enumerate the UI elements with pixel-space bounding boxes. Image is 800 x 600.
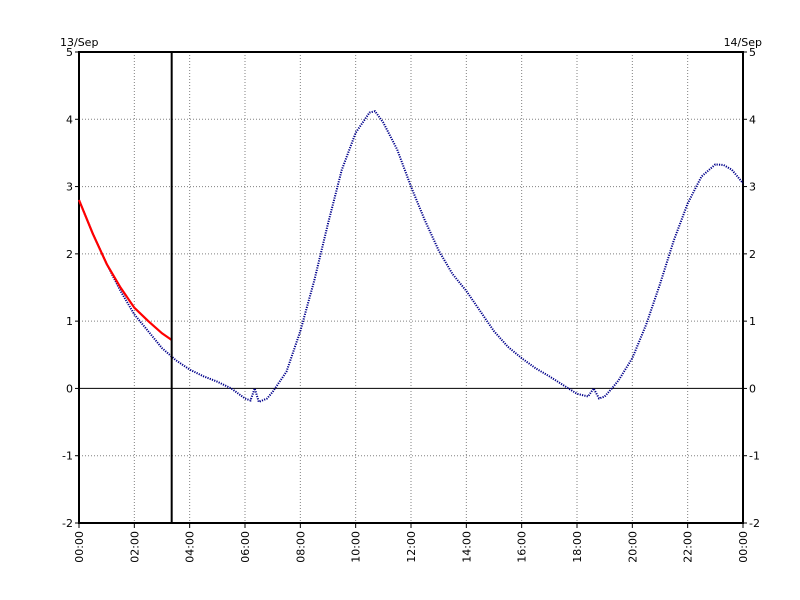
y-tick-label-right: -1: [749, 450, 760, 463]
x-tick-label: 18:00: [571, 531, 584, 563]
x-tick-label: 02:00: [128, 531, 141, 563]
y-tick-label-left: 3: [66, 181, 73, 194]
y-tick-label-left: 5: [66, 46, 73, 59]
tide-prediction-line: [78, 110, 744, 404]
y-tick-label-right: 1: [749, 315, 756, 328]
y-tick-label-left: -2: [62, 517, 73, 530]
x-tick-label: 04:00: [184, 531, 197, 563]
date-label-right: 14/Sep: [724, 36, 762, 49]
y-tick-label-right: 4: [749, 113, 756, 126]
y-tick-label-left: 4: [66, 113, 73, 126]
y-tick-label-right: 5: [749, 46, 756, 59]
grid-lines: [79, 52, 743, 523]
y-tick-label-right: 0: [749, 382, 756, 395]
x-tick-label: 00:00: [737, 531, 750, 563]
y-tick-label-right: -2: [749, 517, 760, 530]
tick-labels: 5 54 43 32 21 10 0-1 -1-2 -200:00 02:00 04:00 06:00…: [62, 46, 760, 563]
x-tick-label: 22:00: [682, 531, 695, 563]
y-tick-label-left: 1: [66, 315, 73, 328]
x-tick-label: 10:00: [350, 531, 363, 563]
y-tick-label-right: 3: [749, 181, 756, 194]
x-tick-label: 00:00: [73, 531, 86, 563]
x-tick-label: 12:00: [405, 531, 418, 563]
y-tick-label-right: 2: [749, 248, 756, 261]
series-group: [77, 110, 744, 404]
y-tick-label-left: 2: [66, 248, 73, 261]
x-tick-label: 16:00: [516, 531, 529, 563]
y-tick-label-left: 0: [66, 382, 73, 395]
date-label-left: 13/Sep: [60, 36, 98, 49]
axes: [75, 51, 747, 528]
x-tick-label: 08:00: [294, 531, 307, 563]
x-tick-label: 06:00: [239, 531, 252, 563]
plot-frame: [78, 51, 744, 524]
y-tick-label-left: -1: [62, 450, 73, 463]
x-tick-label: 20:00: [626, 531, 639, 563]
tide-observed-line: [77, 199, 173, 341]
x-tick-label: 14:00: [460, 531, 473, 563]
